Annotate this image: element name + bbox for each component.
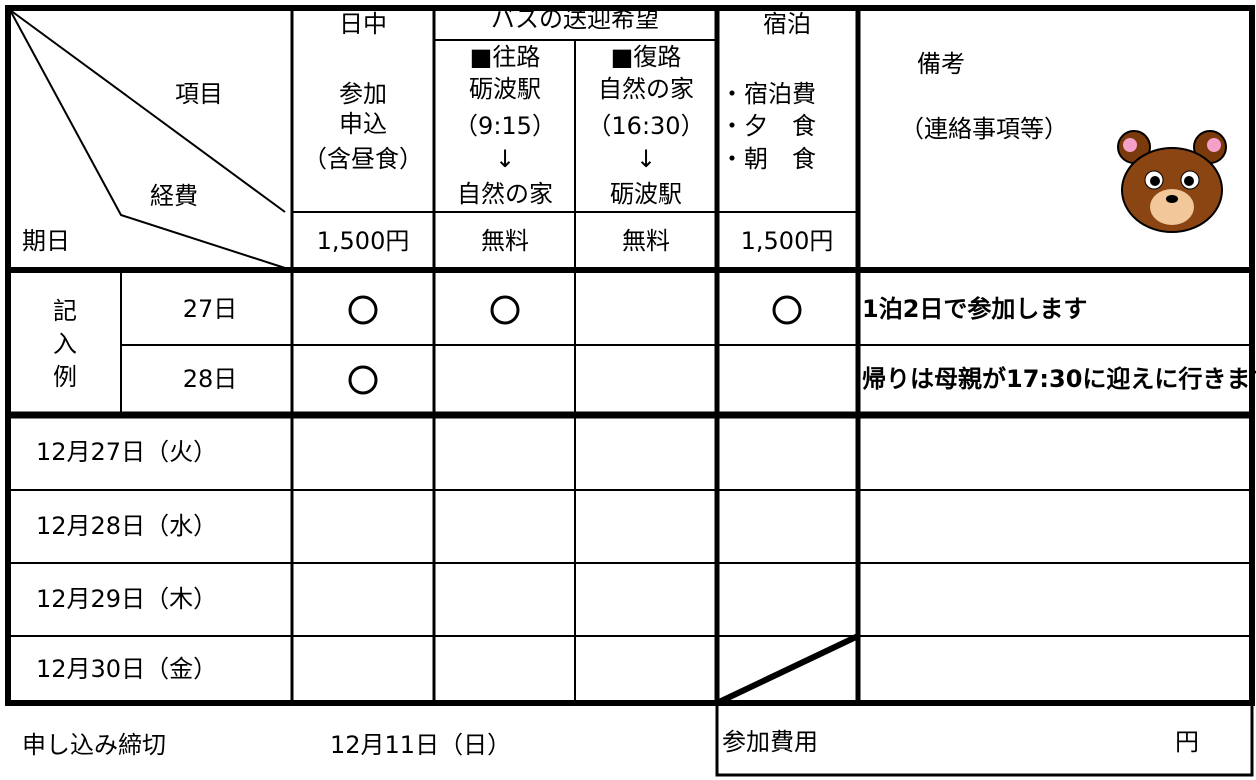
column-heading: 砺波駅 xyxy=(610,180,682,208)
remarks-heading: （連絡事項等） xyxy=(900,115,1068,143)
column-heading: 自然の家 xyxy=(457,180,553,208)
date-label: 12月27日（火） xyxy=(36,438,217,466)
fee-label: 参加費用 xyxy=(722,728,818,756)
example-label: 例 xyxy=(53,363,77,391)
fee-unit: 円 xyxy=(1175,728,1199,756)
fee: 1,500円 xyxy=(317,227,410,255)
example-label: 入 xyxy=(53,330,77,358)
example-note: 1泊2日で参加します xyxy=(862,295,1087,323)
column-heading: ・夕 食 xyxy=(720,112,816,140)
column-heading: ↓ xyxy=(636,145,656,173)
attend-mark xyxy=(772,295,802,325)
column-heading: ・宿泊費 xyxy=(720,80,816,108)
column-heading: （9:15） xyxy=(454,112,556,140)
column-heading: ■復路 xyxy=(611,43,682,71)
corner-item: 項目 xyxy=(175,80,223,108)
example-label: 記 xyxy=(53,297,77,325)
column-heading: （含昼食） xyxy=(303,145,423,173)
deadline-date: 12月11日（日） xyxy=(330,731,511,759)
bear-icon xyxy=(1117,130,1227,233)
column-heading: 宿泊 xyxy=(763,10,811,38)
column-heading: 参加 xyxy=(339,80,387,108)
fee: 無料 xyxy=(622,227,670,255)
remarks-heading: 備考 xyxy=(917,50,965,78)
corner-cost: 経費 xyxy=(150,182,198,210)
attend-mark xyxy=(348,365,378,395)
fee: 無料 xyxy=(481,227,529,255)
table-border xyxy=(5,5,1255,706)
example-day: 27日 xyxy=(183,295,238,323)
column-heading: （16:30） xyxy=(587,112,704,140)
date-label: 12月29日（木） xyxy=(36,585,217,613)
attend-mark xyxy=(348,295,378,325)
fee-box xyxy=(715,701,1254,777)
column-heading: 自然の家 xyxy=(598,75,694,103)
deadline-label: 申し込み締切 xyxy=(22,731,166,759)
fee: 1,500円 xyxy=(741,227,834,255)
corner-date: 期日 xyxy=(22,227,70,255)
table-lines xyxy=(5,5,1255,777)
date-label: 12月30日（金） xyxy=(36,655,217,683)
column-heading: 申込 xyxy=(339,110,387,138)
attend-mark xyxy=(490,295,520,325)
example-day: 28日 xyxy=(183,365,238,393)
date-label: 12月28日（水） xyxy=(36,512,217,540)
column-heading: ・朝 食 xyxy=(720,145,816,173)
column-heading: ■往路 xyxy=(470,43,541,71)
bus-group: バスの送迎希望 xyxy=(491,5,659,33)
column-heading: 砺波駅 xyxy=(469,75,541,103)
column-heading: ↓ xyxy=(495,145,515,173)
column-heading: 日中 xyxy=(339,10,387,38)
example-note: 帰りは母親が17:30に迎えに行きます。 xyxy=(862,365,1256,393)
